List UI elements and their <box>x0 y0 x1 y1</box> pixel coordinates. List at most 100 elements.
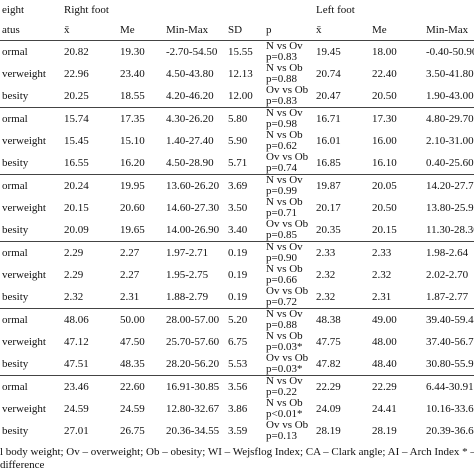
table-row: verweight 47.12 47.50 25.70-57.60 6.75 N vs O… <box>0 331 474 353</box>
cell: 13.80-25.90 <box>426 201 474 214</box>
cell: 5.90 <box>228 134 248 147</box>
cell: 28.00-57.00 <box>164 308 226 331</box>
cell: 17.30 <box>370 107 425 130</box>
cell: N vs Ob p=0.71 <box>266 196 303 219</box>
cell: N vs Ob p=0.66 <box>266 263 303 286</box>
cell: 12.80-32.67 <box>166 402 220 415</box>
cell: 14.60-27.30 <box>166 201 220 214</box>
cell: 16.71 <box>314 107 371 130</box>
cell: Ov vs Ob p=0.72 <box>266 285 309 308</box>
cell: N vs Ob p=0.62 <box>266 129 303 152</box>
table-row: ormal 15.74 17.35 4.30-26.20 5.80 N vs Ov p=0… <box>0 107 474 130</box>
column-header: Min-Max <box>424 20 474 41</box>
cell: 2.02-2.70 <box>426 268 469 281</box>
cell: N vs Ov p=0.83 <box>264 40 315 63</box>
row-label: verweight <box>2 134 46 147</box>
cell: 20.15 <box>372 223 397 236</box>
cell: 22.29 <box>370 375 425 398</box>
column-header: Me <box>370 20 425 41</box>
cell: 5.20 <box>226 308 264 331</box>
cell: N vs Ov p=0.99 <box>264 174 315 197</box>
table-row: verweight 2.29 2.27 1.95-2.75 0.19 N vs Ob p=… <box>0 264 474 286</box>
cell: 0.19 <box>226 241 264 264</box>
cell: Ov vs Ob p=0.83 <box>266 84 309 107</box>
cell: 15.74 <box>62 107 118 130</box>
cell: Ov vs Ob p=0.74 <box>266 151 309 174</box>
cell: 20.60 <box>120 201 145 214</box>
status-header: atus <box>0 20 62 41</box>
cell: N vs Ob p=0.88 <box>266 62 303 85</box>
row-label: ormal <box>0 174 62 197</box>
table-row: verweight 20.15 20.60 14.60-27.30 3.50 N vs O… <box>0 197 474 219</box>
cell: 3.56 <box>226 375 264 398</box>
cell: 1.87-2.77 <box>426 290 469 303</box>
cell: 50.00 <box>118 308 164 331</box>
cell: Ov vs Ob p=0.13 <box>266 419 309 442</box>
row-label: besity <box>2 357 29 370</box>
cell: 19.95 <box>118 174 164 197</box>
cell: 20.09 <box>64 223 89 236</box>
cell: 17.35 <box>118 107 164 130</box>
footnote-line: difference <box>0 459 45 471</box>
cell: 2.32 <box>316 268 336 281</box>
cell: 23.40 <box>120 67 145 80</box>
cell: 1.88-2.79 <box>166 290 209 303</box>
cell: 1.95-2.75 <box>166 268 209 281</box>
table-row: verweight 15.45 15.10 1.40-27.40 5.90 N vs Ob… <box>0 130 474 152</box>
cell: 14.00-26.90 <box>166 223 220 236</box>
cell: 11.30-28.30 <box>426 223 474 236</box>
cell: 20.39-36.64 <box>426 424 474 437</box>
cell: 2.32 <box>64 290 84 303</box>
cell: 23.46 <box>62 375 118 398</box>
cell: N vs Ov p=0.22 <box>264 375 315 398</box>
cell: 3.69 <box>226 174 264 197</box>
footnote: l body weight; Ov – overweight; Ob – obe… <box>0 446 474 472</box>
cell: 2.31 <box>372 290 392 303</box>
cell: 2.29 <box>64 268 84 281</box>
cell: -2.70-54.50 <box>164 40 226 63</box>
cell: 13.60-26.20 <box>164 174 226 197</box>
cell: Ov vs Ob p=0.85 <box>266 218 309 241</box>
cell: 20.47 <box>316 89 341 102</box>
table-row: besity 27.01 26.75 20.36-34.55 3.59 Ov vs Ob … <box>0 420 474 442</box>
cell: 4.50-28.90 <box>166 156 214 169</box>
cell: 2.29 <box>62 241 118 264</box>
column-header: SD <box>226 20 264 41</box>
cell: 4.30-26.20 <box>164 107 226 130</box>
cell: 18.00 <box>370 40 425 63</box>
cell: 20.25 <box>64 89 89 102</box>
cell: 1.40-27.40 <box>166 134 214 147</box>
status-header: eight <box>0 0 62 20</box>
cell: 12.13 <box>228 67 253 80</box>
table-row: besity 16.55 16.20 4.50-28.90 5.71 Ov vs Ob p… <box>0 152 474 175</box>
cell: 28.19 <box>316 424 341 437</box>
row-label: verweight <box>2 67 46 80</box>
cell: 16.10 <box>372 156 397 169</box>
cell: 2.31 <box>120 290 140 303</box>
cell: 22.96 <box>64 67 89 80</box>
cell: 1.98-2.64 <box>424 241 474 264</box>
cell: 6.75 <box>228 335 248 348</box>
cell: 14.20-27.70 <box>424 174 474 197</box>
cell: 2.10-31.00 <box>426 134 474 147</box>
cell: 12.00 <box>228 89 253 102</box>
table-row: verweight 22.96 23.40 4.50-43.80 12.13 N vs O… <box>0 63 474 85</box>
status-header-line: eight <box>2 3 24 16</box>
cell: 16.01 <box>316 134 341 147</box>
cell: 2.27 <box>118 241 164 264</box>
data-table: eight Right foot Left foot atus x̄ Me Min-M… <box>0 0 474 442</box>
table-row: ormal 20.82 19.30 -2.70-54.50 15.55 N vs Ov p… <box>0 40 474 63</box>
cell: 1.97-2.71 <box>164 241 226 264</box>
cell: 10.16-33.62 <box>426 402 474 415</box>
cell: -0.40-50.90 <box>424 40 474 63</box>
row-label: ormal <box>0 375 62 398</box>
cell: 2.32 <box>372 268 392 281</box>
cell: 20.17 <box>316 201 341 214</box>
row-label: ormal <box>0 241 62 264</box>
cell: 20.74 <box>316 67 341 80</box>
cell: 48.35 <box>120 357 145 370</box>
cell: 15.45 <box>64 134 89 147</box>
column-header: x̄ <box>62 20 118 41</box>
cell: 5.71 <box>228 156 248 169</box>
row-label: verweight <box>2 402 46 415</box>
